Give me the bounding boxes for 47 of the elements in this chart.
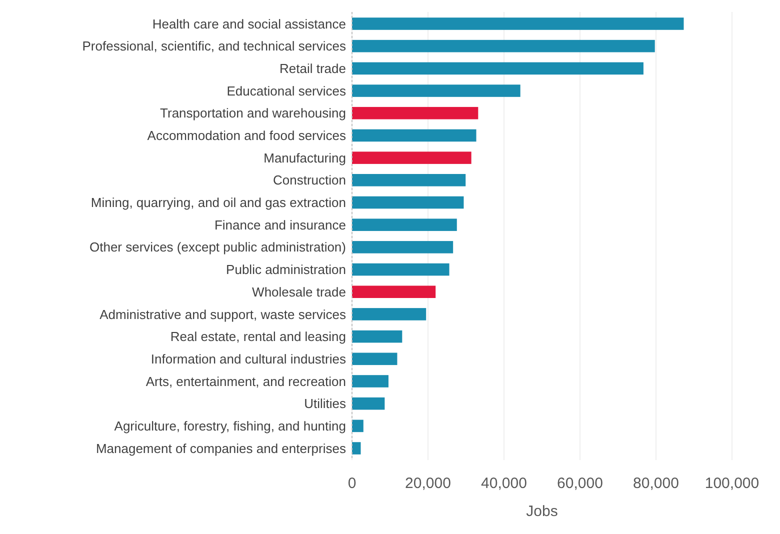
bar xyxy=(352,129,476,142)
y-tick-label: Health care and social assistance xyxy=(152,16,346,32)
bar xyxy=(352,152,472,164)
bar xyxy=(352,106,478,120)
y-tick-label: Real estate, rental and leasing xyxy=(170,329,346,344)
bar xyxy=(352,218,457,231)
bar xyxy=(352,174,466,186)
y-tick-label: Administrative and support, waste services xyxy=(100,306,346,322)
y-tick-label: Public administration xyxy=(226,262,346,278)
bar xyxy=(352,352,398,366)
bar xyxy=(352,196,464,209)
y-tick-label: Transportation and warehousing xyxy=(160,106,346,121)
bar xyxy=(352,420,364,432)
y-tick-label: Arts, entertainment, and recreation xyxy=(146,374,346,389)
x-tick-label: 40,000 xyxy=(481,475,527,492)
y-tick-label: Information and cultural industries xyxy=(150,351,346,366)
x-tick-label: 60,000 xyxy=(557,475,603,492)
y-tick-label: Construction xyxy=(273,172,346,188)
y-tick-label: Mining, quarrying, and oil and gas extraction xyxy=(90,195,346,210)
y-tick-label: Retail trade xyxy=(280,60,346,76)
x-tick-label: 0 xyxy=(348,475,356,492)
y-tick-label: Utilities xyxy=(304,396,346,412)
x-tick-label: 80,000 xyxy=(633,475,679,492)
bar xyxy=(352,308,426,320)
y-tick-label: Wholesale trade xyxy=(252,284,346,300)
y-tick-label: Manufacturing xyxy=(264,150,346,166)
y-tick-label: Accommodation and food services xyxy=(147,128,346,143)
bar xyxy=(352,330,402,343)
y-tick-label: Agriculture, forestry, fishing, and hunting xyxy=(114,418,346,434)
bar xyxy=(352,40,655,52)
bar xyxy=(352,263,450,276)
bar xyxy=(352,241,454,254)
x-tick-label: 100,000 xyxy=(704,475,760,492)
y-tick-label: Management of companies and enterprises xyxy=(96,440,346,456)
y-tick-label: Educational services xyxy=(226,83,346,98)
y-tick-label: Finance and insurance xyxy=(214,217,346,232)
y-tick-label: Professional, scientific, and technical services xyxy=(82,38,346,54)
bar xyxy=(352,442,361,454)
bar xyxy=(352,375,388,388)
bar xyxy=(352,286,436,298)
bar xyxy=(352,18,684,30)
bar xyxy=(352,84,520,97)
bar xyxy=(352,62,644,75)
x-tick-label: 20,000 xyxy=(405,475,451,492)
bar xyxy=(352,397,385,410)
x-axis-title: Jobs xyxy=(526,503,558,520)
y-tick-label: Other services (except public administration) xyxy=(90,240,346,255)
